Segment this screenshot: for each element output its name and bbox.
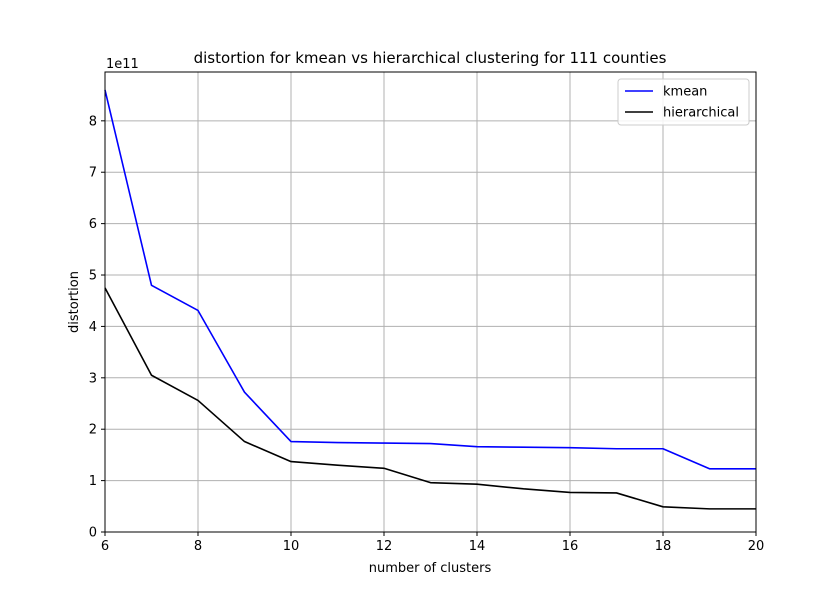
x-tick-label: 18 (655, 539, 672, 554)
y-tick-label: 5 (89, 269, 97, 284)
legend: kmean hierarchical (617, 78, 750, 126)
x-tick-label: 16 (562, 539, 579, 554)
series-line-hierarchical (104, 287, 756, 510)
legend-label-kmean: kmean (663, 85, 707, 100)
y-tick-label: 2 (89, 423, 97, 438)
y-tick-label: 7 (89, 166, 97, 181)
y-tick-label: 1 (89, 474, 97, 489)
y-tick-label: 0 (89, 526, 97, 541)
y-axis-multiplier: 1e11 (106, 57, 139, 72)
grid-lines (104, 72, 757, 533)
y-tick-label: 4 (89, 320, 97, 335)
y-axis-label: distortion (67, 271, 82, 333)
x-tick-label: 10 (283, 539, 300, 554)
x-tick-label: 6 (101, 539, 109, 554)
series-layer (104, 89, 756, 510)
series-line-kmean (104, 89, 756, 470)
x-tick-label: 20 (748, 539, 765, 554)
x-axis-label: number of clusters (369, 561, 492, 576)
y-tick-label: 6 (89, 217, 97, 232)
y-axis-ticks: 0 1 2 3 4 5 6 7 8 (89, 114, 105, 541)
y-tick-label: 3 (89, 371, 97, 386)
legend-label-hierarchical: hierarchical (663, 106, 739, 121)
x-tick-label: 8 (194, 539, 202, 554)
x-axis-ticks: 6 8 10 12 14 16 18 20 (101, 532, 764, 554)
y-tick-label: 8 (89, 114, 97, 129)
chart-title: distortion for kmean vs hierarchical clu… (194, 49, 667, 67)
plot-frame (104, 71, 757, 533)
x-tick-label: 12 (376, 539, 393, 554)
x-tick-label: 14 (469, 539, 486, 554)
